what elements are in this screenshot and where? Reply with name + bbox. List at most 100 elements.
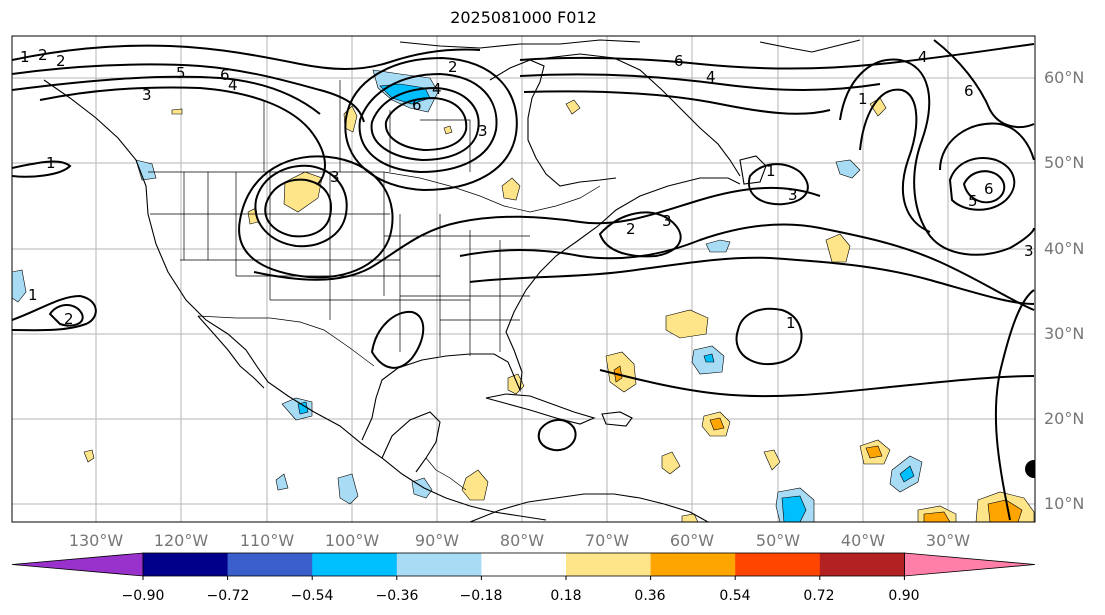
contour-label: 3 [478,122,488,140]
lon-label: 60°W [670,531,714,550]
contour-line [358,72,498,174]
lat-label: 20°N [1044,409,1084,428]
colorbar-extend-low [11,552,144,577]
contour-line [994,289,1035,521]
anomaly-patch [681,513,699,522]
anomaly-patch [12,269,27,303]
contour-line [264,178,332,238]
contour-line [48,304,84,327]
contour-label: 4 [918,48,928,66]
lon-label: 120°W [154,531,209,550]
contour-label: 3 [1024,242,1034,260]
anomaly-patch [709,417,725,431]
coastline-gulf-coast [361,177,741,441]
anomaly-patch [899,465,915,483]
colorbar-segment [650,553,736,576]
colorbar-tick-label: 0.54 [719,588,750,604]
coastline-baja [197,315,265,389]
anomaly-patch [661,451,681,475]
contour-line [253,186,821,281]
coastline-south-america [469,493,709,522]
colorbar-tick-label: 0.90 [888,588,919,604]
coastline-hispaniola [601,411,633,427]
contour-label: 1 [858,90,868,108]
colorbar-tick-label: −0.18 [460,588,503,604]
contour-line [519,73,881,91]
contour-line [12,160,72,178]
coastline-yucatan [381,411,441,473]
colorbar-segment [312,553,398,576]
coastline-newfoundland [739,155,767,185]
border-central-america [425,457,467,491]
anomaly-patch [763,449,781,471]
contour-label: 2 [64,310,74,328]
contour-line [598,211,682,258]
contour-line [519,43,1035,70]
colorbar-segment [396,553,482,576]
anomaly-patch [835,159,861,179]
lat-label: 10°N [1044,494,1084,513]
contour-label: 3 [662,212,672,230]
contour-label: 1 [20,48,30,66]
anomaly-patch [781,495,807,522]
canada-province-lines [263,80,471,172]
anomaly-patch [501,177,521,201]
anomaly-patch [171,108,183,115]
colorbar-segment [819,553,905,576]
lon-label: 110°W [240,531,295,550]
anomaly-patch [703,353,715,363]
contour-line [469,256,1035,305]
anomaly-patch [83,449,95,463]
lon-label: 130°W [69,531,124,550]
colorbar-segment [227,553,313,576]
anomaly-patch [987,499,1023,522]
contour-labels: 2 5 6 4 3 1 2 4 6 3 6 4 1 2 3 1 2 1 4 3 [20,46,1034,332]
map-panel: 2 5 6 4 3 1 2 4 6 3 6 4 1 2 3 1 2 1 4 3 [11,35,1036,523]
figure-title: 2025081000 F012 [450,8,597,27]
contour-label: 1 [28,286,38,304]
contour-label: 5 [968,192,978,210]
contour-line [12,294,97,332]
colorbar-tick-label: −0.36 [376,588,419,604]
contour-line [39,86,326,185]
contour-line [747,163,809,206]
colorbar-tick-label: 0.36 [634,588,665,604]
contour-label: 6 [984,180,994,198]
coastline-greenland [759,39,861,53]
lat-label: 60°N [1044,68,1084,87]
contour-line [948,157,1016,211]
contour-line [599,369,1035,398]
contour-label: 2 [38,46,48,64]
lat-label: 50°N [1044,153,1084,172]
anomaly-patch [705,239,731,253]
contour-label: 6 [412,96,422,114]
contour-line [962,170,1006,204]
anomaly-patch [337,473,359,505]
lon-label: 90°W [415,531,459,550]
contour-line [238,155,394,279]
contour-line [12,44,481,70]
contour-label: 3 [788,186,798,204]
lon-label: 80°W [500,531,544,550]
coastline-cuba [485,393,596,425]
colorbar-segment [481,553,567,576]
anomaly-patch [565,99,581,115]
anomaly-patch [297,401,309,415]
contour-label: 1 [46,154,56,172]
lon-label: 40°W [841,531,885,550]
colorbar-frame [142,552,905,577]
anomaly-patch [461,469,489,501]
lat-label: 30°N [1044,324,1084,343]
contour-line [735,307,803,366]
anomaly-patch [443,125,453,135]
contour-label: 3 [330,168,340,186]
colorbar-tick-label: −0.72 [207,588,250,604]
contour-label: 5 [176,64,186,82]
colorbar-tick-label: 0.18 [550,588,581,604]
colorbar-ticks: −0.90 −0.72 −0.54 −0.36 −0.18 0.18 0.36 … [122,588,920,604]
contour-line [859,88,931,233]
latitude-labels: 60°N 50°N 40°N 30°N 20°N 10°N [1044,68,1084,513]
colorbar-extend-high [904,552,1036,577]
colorbar-tick-label: −0.90 [122,588,165,604]
contour-line [370,310,425,369]
